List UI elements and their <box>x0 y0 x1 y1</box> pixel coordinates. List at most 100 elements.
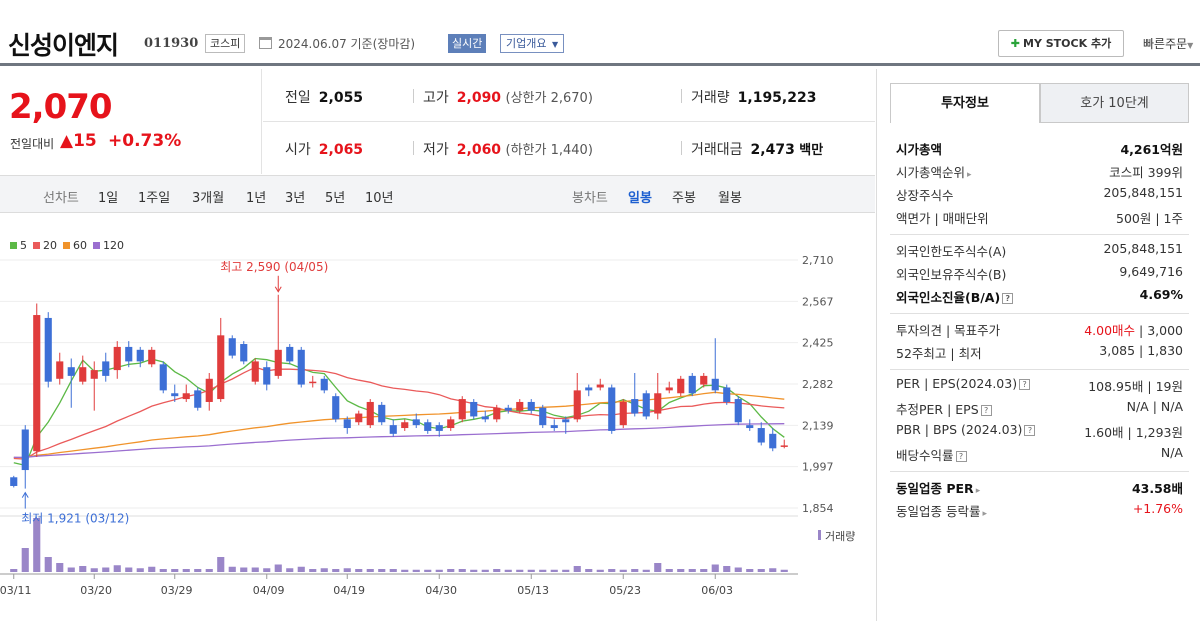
period-3y[interactable]: 3년 <box>285 191 306 206</box>
help-icon[interactable]: ? <box>955 451 967 462</box>
candle-body <box>504 407 512 411</box>
candle-body <box>113 346 121 371</box>
volume-bar <box>424 569 432 572</box>
period-5y[interactable]: 5년 <box>325 191 346 206</box>
candle-body <box>769 433 777 449</box>
help-icon[interactable]: ? <box>1002 293 1014 304</box>
realtime-button[interactable]: 실시간 <box>448 34 487 53</box>
quick-order-label: 빠른주문 <box>1143 37 1188 51</box>
y-tick-label: 2,710 <box>802 254 834 267</box>
info-value: 108.95배 | 19원 <box>1088 379 1183 394</box>
low-arrow-head <box>21 491 29 498</box>
y-tick-label: 2,567 <box>802 295 834 308</box>
candle-body <box>67 367 75 376</box>
quick-order-dropdown[interactable]: 빠른주문▼ <box>1143 35 1193 52</box>
candle-daily[interactable]: 일봉 <box>628 191 652 206</box>
help-icon[interactable]: ? <box>1019 379 1031 390</box>
candle-body <box>240 344 248 362</box>
help-icon[interactable]: ? <box>980 405 992 416</box>
info-block: 투자의견 | 목표주가 4.00매수 | 3,000 52주최고 | 최저 3,085… <box>890 314 1189 370</box>
divider <box>413 89 414 103</box>
volume-bar <box>734 567 742 572</box>
info-key: 시가총액 <box>896 142 943 157</box>
volume-legend-swatch <box>818 530 821 540</box>
base-date: 2024.06.07 기준(장마감) <box>278 37 416 51</box>
stat-prev-close: 전일 2,055 <box>285 90 364 106</box>
period-1y[interactable]: 1년 <box>246 191 267 206</box>
chart-period-bar: 선차트 1일 1주일 3개월 1년 3년 5년 10년 봉차트 일봉 주봉 월봉 <box>0 175 875 213</box>
info-value: 43.58배 <box>1131 481 1183 496</box>
info-value: 205,848,151 <box>1103 241 1183 256</box>
info-row[interactable]: 동일업종 등락률 ▸ +1.76% <box>890 498 1189 521</box>
help-icon[interactable]: ? <box>1024 425 1036 436</box>
tab-orderbook[interactable]: 호가 10단계 <box>1040 83 1189 123</box>
stock-chart[interactable]: 2,710 2,567 2,425 2,282 2,139 1,997 1,854 거래량 03… <box>0 214 875 620</box>
volume-bar <box>412 569 420 572</box>
chevron-right-icon: ▸ <box>967 170 972 180</box>
info-value: 9,649,716 <box>1119 264 1183 279</box>
period-1d[interactable]: 1일 <box>98 191 119 206</box>
volume-bar <box>516 569 524 572</box>
x-tick-label: 03/11 <box>0 584 31 597</box>
period-10y[interactable]: 10년 <box>365 191 394 206</box>
legend-label: 20 <box>43 239 57 252</box>
volume-bar <box>286 568 294 572</box>
candle-body <box>297 349 305 385</box>
volume-bar <box>136 568 144 572</box>
candle-body <box>585 387 593 391</box>
volume-bar <box>631 569 639 572</box>
info-tabs: 투자정보 호가 10단계 <box>890 83 1189 123</box>
legend-ma-5: 5 <box>10 239 27 252</box>
candle-body <box>677 378 685 394</box>
candle-weekly[interactable]: 주봉 <box>672 191 696 206</box>
volume-bar <box>309 569 317 572</box>
info-key: 상장주식수 <box>896 188 954 203</box>
info-key: 배당수익률? <box>896 445 967 464</box>
candle-body <box>159 364 167 391</box>
candle-monthly[interactable]: 월봉 <box>718 191 742 206</box>
x-tick-label: 06/03 <box>701 584 733 597</box>
company-overview-dropdown[interactable]: 기업개요 ▼ <box>500 34 565 53</box>
volume-bar <box>343 568 351 572</box>
candle-body <box>136 349 144 362</box>
candle-body <box>596 384 604 388</box>
info-row[interactable]: 동일업종 PER ▸ 43.58배 <box>890 475 1189 498</box>
volume-bar <box>493 569 501 572</box>
calendar-icon <box>259 37 272 49</box>
info-row: PER | EPS(2024.03)? 108.95배 | 19원 <box>890 373 1189 396</box>
candle-body <box>619 401 627 426</box>
volume-bar <box>458 569 466 572</box>
volume-bar <box>481 569 489 572</box>
x-tick-label: 04/19 <box>333 584 365 597</box>
info-block: PER | EPS(2024.03)? 108.95배 | 19원 추정PER | … <box>890 370 1189 472</box>
volume-bar <box>194 569 202 572</box>
info-block: 외국인한도주식수(A) 205,848,151 외국인보유주식수(B) 9,649,7… <box>890 235 1189 314</box>
volume-bar <box>217 557 225 572</box>
info-row[interactable]: 시가총액순위 ▸ 코스피 399위 <box>890 159 1189 182</box>
volume-bar <box>21 548 29 572</box>
price-stats: 전일 2,055 고가 2,090 (상한가 2,670) 거래량 1,195,223… <box>263 69 875 174</box>
candle-body <box>389 425 397 434</box>
info-row: 투자의견 | 목표주가 4.00매수 | 3,000 <box>890 317 1189 340</box>
volume-bar <box>723 566 731 572</box>
chevron-right-icon: ▸ <box>975 486 981 496</box>
stat-low: 저가 2,060 (하한가 1,440) <box>423 142 593 158</box>
candle-body <box>470 401 478 417</box>
candle-body <box>355 413 363 423</box>
stat-amount: 거래대금 2,473 백만 <box>691 142 824 158</box>
period-1w[interactable]: 1주일 <box>138 191 171 206</box>
add-mystock-button[interactable]: ✚ MY STOCK 추가 <box>998 30 1124 57</box>
volume-bar <box>711 564 719 572</box>
info-value: 1.60배 | 1,293원 <box>1084 425 1183 440</box>
stat-volume: 거래량 1,195,223 <box>691 90 817 106</box>
x-tick-label: 03/20 <box>80 584 112 597</box>
volume-bar <box>102 567 110 572</box>
candle-body <box>608 387 616 431</box>
info-row: 액면가 | 매매단위 500원 | 1주 <box>890 205 1189 228</box>
x-tick-label: 03/29 <box>161 584 193 597</box>
period-3m[interactable]: 3개월 <box>192 191 225 206</box>
tab-investment-info[interactable]: 투자정보 <box>890 83 1040 123</box>
change-rate: +0.73% <box>108 131 182 151</box>
candle-body <box>125 346 133 362</box>
market-badge: 코스피 <box>205 34 246 53</box>
